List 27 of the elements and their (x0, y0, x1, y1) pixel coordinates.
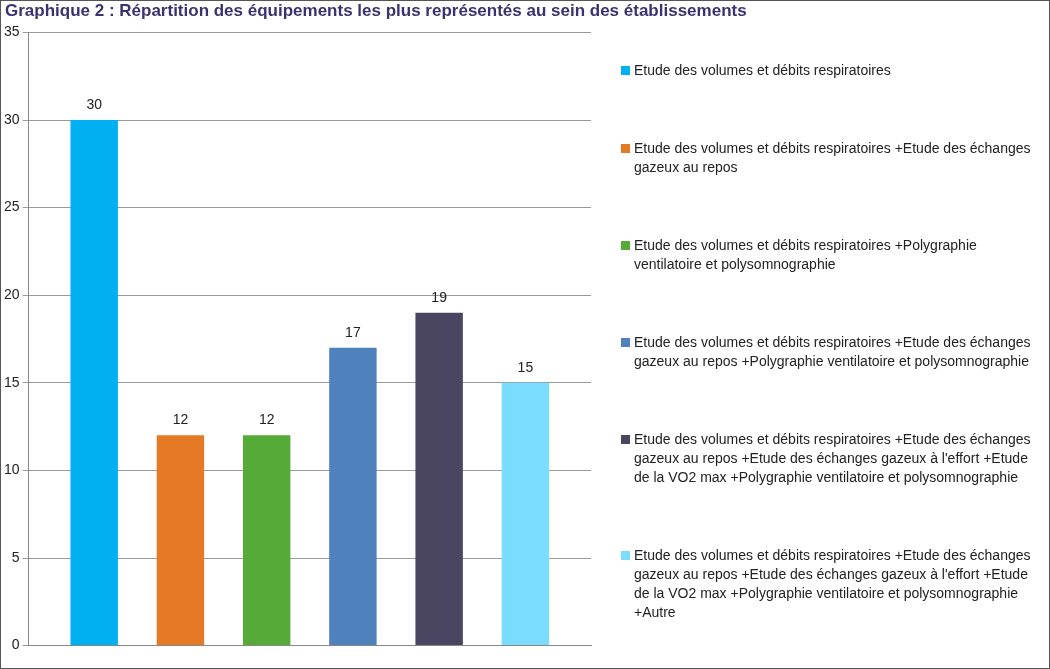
y-tick-label: 5 (11, 548, 20, 565)
y-tick-label: 15 (3, 373, 20, 390)
legend-label: Etude des volumes et débits respiratoires +Etude des échanges gazeux au repos +Etude des échanges gazeux à l'effort +Etude de la VO2 max +Polygraphie ventilatoire et polysomnographie (634, 429, 1032, 487)
data-label: 12 (172, 411, 189, 428)
legend-label: Etude des volumes et débits respiratoires +Etude des échanges gazeux au repos +Polygraphie ventilatoire et polysomnographie (634, 332, 1032, 371)
bar (415, 312, 463, 646)
legend-label: Etude des volumes et débits respiratoires (634, 60, 891, 80)
y-tick-label: 35 (3, 23, 20, 40)
y-tick-label: 0 (11, 636, 20, 653)
y-tick-label: 25 (3, 198, 20, 215)
bar (70, 120, 118, 646)
bar (501, 382, 550, 646)
y-tick-label: 10 (3, 461, 20, 478)
legend-label: Etude des volumes et débits respiratoires +Etude des échanges gazeux au repos (634, 138, 1032, 177)
chart-title: Graphique 2 : Répartition des équipements les plus représentés au sein des établissements (5, 1, 747, 21)
legend-label: Etude des volumes et débits respiratoires +Etude des échanges gazeux au repos +Etude des échanges gazeux à l'effort +Etude de la VO2 max +Polygraphie ventilatoire et polysomnographie +Autre (634, 545, 1032, 622)
bar (156, 435, 205, 646)
data-label: 15 (517, 358, 534, 375)
legend-label: Etude des volumes et débits respiratoires +Polygraphie ventilatoire et polysomnographie (634, 235, 978, 274)
bar (242, 435, 291, 646)
data-label: 12 (258, 411, 275, 428)
bar (329, 347, 377, 646)
y-tick-label: 20 (3, 286, 20, 303)
data-label: 17 (345, 323, 361, 340)
y-tick-label: 30 (3, 110, 20, 127)
data-label: 19 (431, 288, 448, 305)
data-label: 30 (86, 95, 103, 112)
